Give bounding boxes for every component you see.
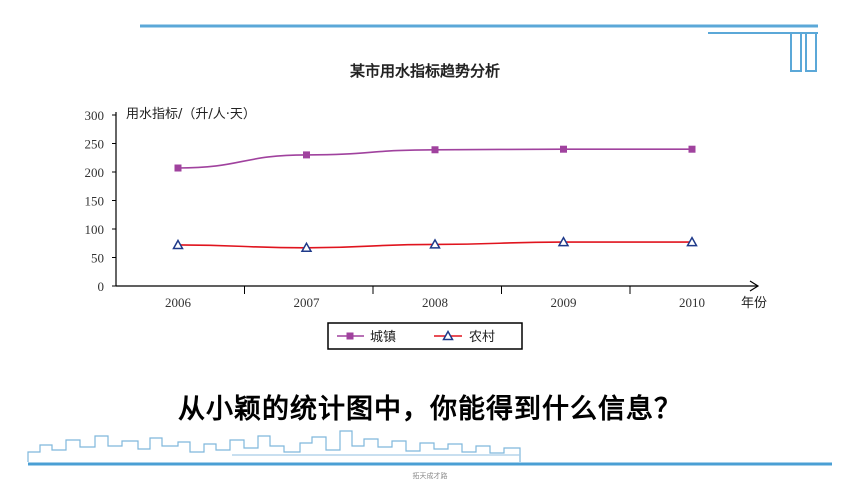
question-text: 从小颖的统计图中，你能得到什么信息？: [178, 394, 682, 425]
y-axis-label: 用水指标/（升/人·天）: [126, 107, 256, 122]
series-urban: [174, 145, 696, 172]
x-tick-label: 2009: [551, 295, 577, 310]
y-tick-label: 100: [85, 222, 105, 237]
footer-caption: 拓天成才路: [412, 472, 448, 480]
data-point: [560, 145, 567, 153]
y-tick-label: 200: [85, 165, 105, 180]
y-tick-label: 0: [98, 279, 105, 294]
legend-marker-urban: [346, 332, 354, 340]
data-point: [688, 145, 696, 153]
chart-series: [172, 145, 698, 253]
y-tick-labels: 0 50 100 150 200 250 300: [85, 108, 105, 294]
data-point: [557, 236, 570, 247]
x-axis-arrow: [749, 280, 760, 292]
legend-label-urban: 城镇: [370, 330, 396, 345]
chart-title: 某市用水指标趋势分析: [350, 62, 500, 80]
legend-marker-rural: [442, 329, 454, 341]
x-tick-labels: 2006 2007 2008 2009 2010: [165, 295, 705, 310]
chart-legend: 城镇 农村: [327, 322, 523, 350]
legend-label-rural: 农村: [469, 330, 495, 345]
data-point: [300, 241, 313, 253]
data-point: [174, 164, 182, 172]
data-point: [686, 236, 698, 247]
y-tick-label: 300: [85, 108, 105, 123]
data-point: [431, 146, 439, 154]
x-tick-label: 2007: [294, 295, 321, 310]
x-tick-label: 2010: [679, 295, 705, 310]
data-point: [429, 238, 441, 249]
y-tick-label: 50: [91, 251, 104, 266]
skyline-decoration: [27, 430, 521, 462]
x-tick-label: 2008: [422, 295, 448, 310]
y-tick-label: 250: [85, 137, 105, 152]
x-tick-label: 2006: [165, 295, 192, 310]
data-point: [303, 151, 310, 159]
data-point: [172, 238, 184, 250]
x-axis-label: 年份: [741, 296, 767, 311]
chart-axes: [112, 112, 760, 294]
header-decoration: [140, 24, 818, 72]
y-tick-label: 150: [85, 194, 105, 209]
series-rural: [172, 236, 698, 253]
